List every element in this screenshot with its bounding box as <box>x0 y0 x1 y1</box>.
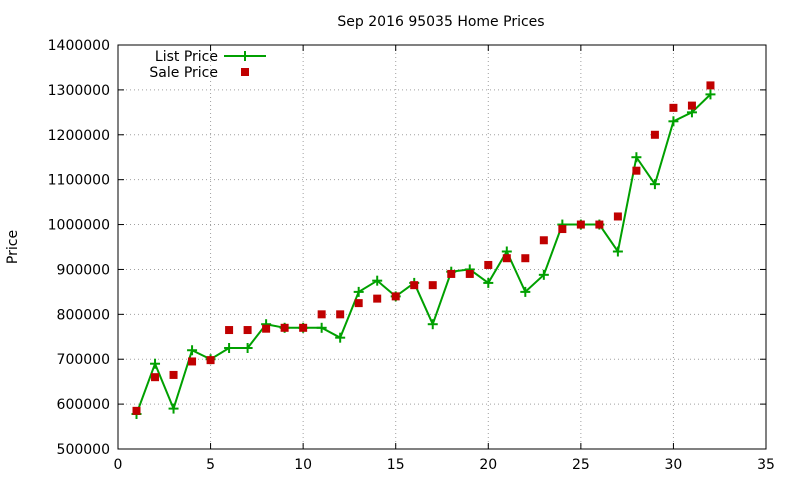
x-tick-label: 5 <box>206 457 215 473</box>
sale-price-point <box>410 281 419 290</box>
list-price-point <box>631 152 642 163</box>
y-tick-labels: 500000 600000 700000 800000 900000 1000000 110… <box>48 38 110 458</box>
y-tick-label: 1100000 <box>48 173 110 189</box>
y-tick-label: 1400000 <box>48 38 110 54</box>
sale-price-point <box>188 357 197 366</box>
sale-price-point <box>613 212 622 221</box>
x-tick-label: 35 <box>757 457 775 473</box>
x-tick-label: 25 <box>572 457 590 473</box>
list-price-series <box>131 89 716 419</box>
sale-price-point <box>502 254 511 263</box>
sale-price-point <box>650 130 659 139</box>
sale-price-point <box>428 281 437 290</box>
grid <box>118 45 766 449</box>
sale-price-point <box>706 81 715 90</box>
list-price-point <box>316 322 327 333</box>
list-price-point <box>224 343 235 353</box>
list-price-point <box>187 345 198 356</box>
chart-title: Sep 2016 95035 Home Prices <box>337 14 544 30</box>
sale-price-point <box>447 269 456 278</box>
sale-price-point <box>206 356 215 365</box>
list-price-point <box>168 403 179 414</box>
list-price-point <box>483 277 494 288</box>
sale-price-point <box>225 326 234 335</box>
y-tick-label: 1200000 <box>48 128 110 144</box>
sale-price-point <box>465 269 474 278</box>
y-tick-label: 600000 <box>57 397 110 413</box>
legend-label: List Price <box>155 49 218 65</box>
list-price-point <box>427 319 438 330</box>
x-tick-label: 0 <box>114 457 123 473</box>
sale-price-point <box>336 310 345 319</box>
list-price-point <box>353 286 364 297</box>
y-tick-label: 1300000 <box>48 83 110 99</box>
sale-price-point <box>132 406 141 415</box>
sale-price-point <box>354 299 363 308</box>
sale-price-point <box>595 220 604 229</box>
sale-price-point <box>484 260 493 269</box>
sale-price-point <box>262 324 271 333</box>
x-tick-label: 20 <box>479 457 497 473</box>
sale-price-point <box>521 254 530 263</box>
list-price-point <box>705 89 716 100</box>
y-tick-label: 500000 <box>57 442 110 458</box>
list-price-point <box>538 269 549 280</box>
axis-ticks <box>117 44 767 450</box>
sale-price-point <box>558 225 567 234</box>
sale-price-point <box>280 323 289 332</box>
list-price-point <box>649 179 660 190</box>
sale-price-point <box>539 236 548 245</box>
list-price-line <box>135 93 712 415</box>
y-tick-label: 800000 <box>57 307 110 323</box>
x-tick-labels: 0 5 10 15 20 25 30 35 <box>114 457 775 473</box>
x-tick-label: 10 <box>294 457 312 473</box>
sale-price-point <box>317 310 326 319</box>
y-tick-label: 700000 <box>57 352 110 368</box>
plot-series <box>131 81 716 419</box>
x-tick-label: 30 <box>665 457 683 473</box>
y-tick-label: 900000 <box>57 262 110 278</box>
y-axis-label: Price <box>5 230 21 264</box>
legend-square-marker <box>241 68 249 76</box>
legend-label: Sale Price <box>149 65 218 81</box>
y-tick-label: 1000000 <box>48 218 110 234</box>
sale-price-point <box>299 323 308 332</box>
list-price-point <box>335 332 346 343</box>
sale-price-point <box>169 370 178 379</box>
plot-frame <box>117 44 767 450</box>
sale-price-point <box>669 103 678 112</box>
sale-price-point <box>632 166 641 175</box>
list-price-point <box>612 246 623 257</box>
list-price-point <box>668 116 679 127</box>
list-price-point <box>150 358 161 369</box>
sale-price-point <box>576 220 585 229</box>
list-price-point <box>520 286 531 297</box>
sale-price-point <box>151 373 160 382</box>
sale-price-series <box>132 81 715 415</box>
sale-price-point <box>243 326 252 335</box>
sale-price-point <box>373 294 382 303</box>
legend-plus-marker <box>240 51 250 61</box>
list-price-point <box>372 275 383 286</box>
sale-price-point <box>687 101 696 110</box>
x-tick-label: 15 <box>387 457 405 473</box>
sale-price-point <box>391 292 400 301</box>
list-price-point <box>242 343 253 353</box>
